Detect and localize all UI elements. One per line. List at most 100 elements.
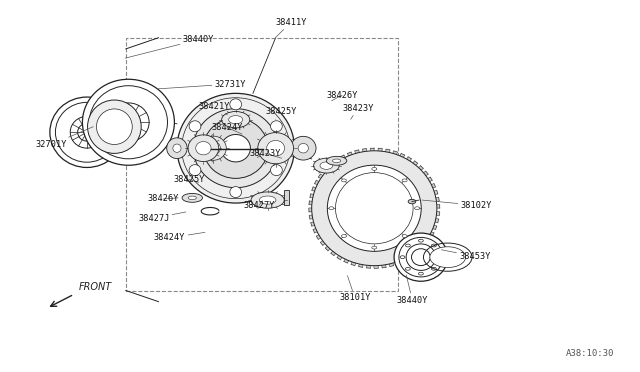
- Ellipse shape: [108, 103, 149, 142]
- Circle shape: [431, 267, 436, 270]
- Ellipse shape: [177, 93, 294, 203]
- Polygon shape: [321, 241, 325, 245]
- Polygon shape: [337, 256, 342, 260]
- Ellipse shape: [333, 159, 340, 163]
- Polygon shape: [434, 190, 438, 195]
- Ellipse shape: [221, 135, 250, 162]
- Polygon shape: [410, 253, 415, 258]
- Bar: [284, 190, 289, 205]
- Polygon shape: [431, 184, 435, 188]
- Ellipse shape: [291, 137, 316, 160]
- Text: 38453Y: 38453Y: [442, 250, 491, 261]
- Polygon shape: [396, 261, 401, 264]
- Text: 38424Y: 38424Y: [211, 123, 243, 134]
- Circle shape: [406, 267, 410, 270]
- Polygon shape: [316, 235, 321, 239]
- Polygon shape: [378, 148, 382, 151]
- Text: 38427Y: 38427Y: [243, 201, 275, 210]
- Text: 38425Y: 38425Y: [173, 175, 205, 184]
- Circle shape: [431, 244, 436, 247]
- Ellipse shape: [258, 133, 294, 164]
- Bar: [126, 38, 398, 291]
- Circle shape: [402, 179, 407, 182]
- Polygon shape: [313, 229, 317, 233]
- Ellipse shape: [320, 162, 333, 169]
- Polygon shape: [424, 171, 428, 176]
- Text: 38411Y: 38411Y: [275, 18, 307, 38]
- Polygon shape: [315, 180, 319, 185]
- Ellipse shape: [259, 196, 276, 204]
- Circle shape: [342, 235, 346, 237]
- Polygon shape: [400, 154, 404, 157]
- Ellipse shape: [188, 135, 219, 161]
- Polygon shape: [435, 219, 438, 222]
- Ellipse shape: [430, 247, 466, 267]
- Ellipse shape: [394, 233, 448, 281]
- Text: 38101Y: 38101Y: [339, 276, 371, 302]
- Circle shape: [419, 272, 423, 275]
- Ellipse shape: [182, 193, 202, 202]
- Ellipse shape: [314, 158, 339, 173]
- Text: 32701Y: 32701Y: [36, 127, 93, 149]
- Text: 38424Y: 38424Y: [154, 232, 205, 243]
- Polygon shape: [416, 249, 420, 253]
- Polygon shape: [433, 225, 436, 230]
- Text: 38427J: 38427J: [138, 212, 186, 223]
- Polygon shape: [371, 148, 374, 151]
- Polygon shape: [436, 198, 439, 201]
- Circle shape: [329, 207, 334, 210]
- Polygon shape: [334, 159, 339, 163]
- Polygon shape: [428, 177, 432, 182]
- Ellipse shape: [271, 121, 282, 132]
- Ellipse shape: [271, 165, 282, 176]
- Polygon shape: [340, 155, 345, 159]
- Polygon shape: [403, 257, 408, 262]
- Circle shape: [342, 179, 346, 182]
- Text: 38102Y: 38102Y: [422, 200, 492, 210]
- Polygon shape: [436, 205, 440, 208]
- Polygon shape: [419, 166, 423, 170]
- Ellipse shape: [251, 192, 284, 208]
- Ellipse shape: [189, 165, 201, 176]
- Text: 32731Y: 32731Y: [157, 80, 246, 89]
- Ellipse shape: [83, 79, 174, 165]
- Ellipse shape: [196, 141, 211, 155]
- Circle shape: [372, 246, 377, 249]
- Ellipse shape: [230, 187, 241, 198]
- Ellipse shape: [173, 144, 181, 153]
- Ellipse shape: [90, 86, 168, 159]
- Ellipse shape: [406, 244, 436, 270]
- Ellipse shape: [298, 144, 308, 153]
- Ellipse shape: [189, 121, 201, 132]
- Ellipse shape: [228, 116, 243, 124]
- Text: A38:10:30: A38:10:30: [565, 349, 614, 358]
- Polygon shape: [355, 150, 359, 153]
- Polygon shape: [426, 238, 430, 242]
- Ellipse shape: [88, 100, 141, 153]
- Polygon shape: [385, 149, 390, 153]
- Text: 38423Y: 38423Y: [342, 104, 374, 119]
- Text: 38440Y: 38440Y: [125, 35, 214, 58]
- Polygon shape: [309, 215, 313, 219]
- Polygon shape: [351, 262, 356, 266]
- Ellipse shape: [117, 112, 140, 133]
- Text: 38426Y: 38426Y: [148, 195, 179, 203]
- Circle shape: [372, 167, 377, 170]
- Polygon shape: [362, 149, 367, 152]
- Polygon shape: [436, 212, 440, 215]
- Ellipse shape: [77, 124, 96, 141]
- Text: 38421Y: 38421Y: [198, 102, 230, 115]
- Ellipse shape: [399, 237, 443, 277]
- Polygon shape: [325, 246, 330, 251]
- Circle shape: [419, 239, 423, 242]
- Polygon shape: [358, 264, 363, 267]
- Polygon shape: [328, 163, 333, 168]
- Text: 38440Y: 38440Y: [397, 275, 428, 305]
- Ellipse shape: [230, 99, 241, 110]
- Ellipse shape: [221, 112, 250, 128]
- Ellipse shape: [206, 142, 220, 155]
- Polygon shape: [344, 259, 349, 263]
- Polygon shape: [429, 232, 434, 236]
- Polygon shape: [406, 157, 412, 161]
- Ellipse shape: [188, 196, 196, 200]
